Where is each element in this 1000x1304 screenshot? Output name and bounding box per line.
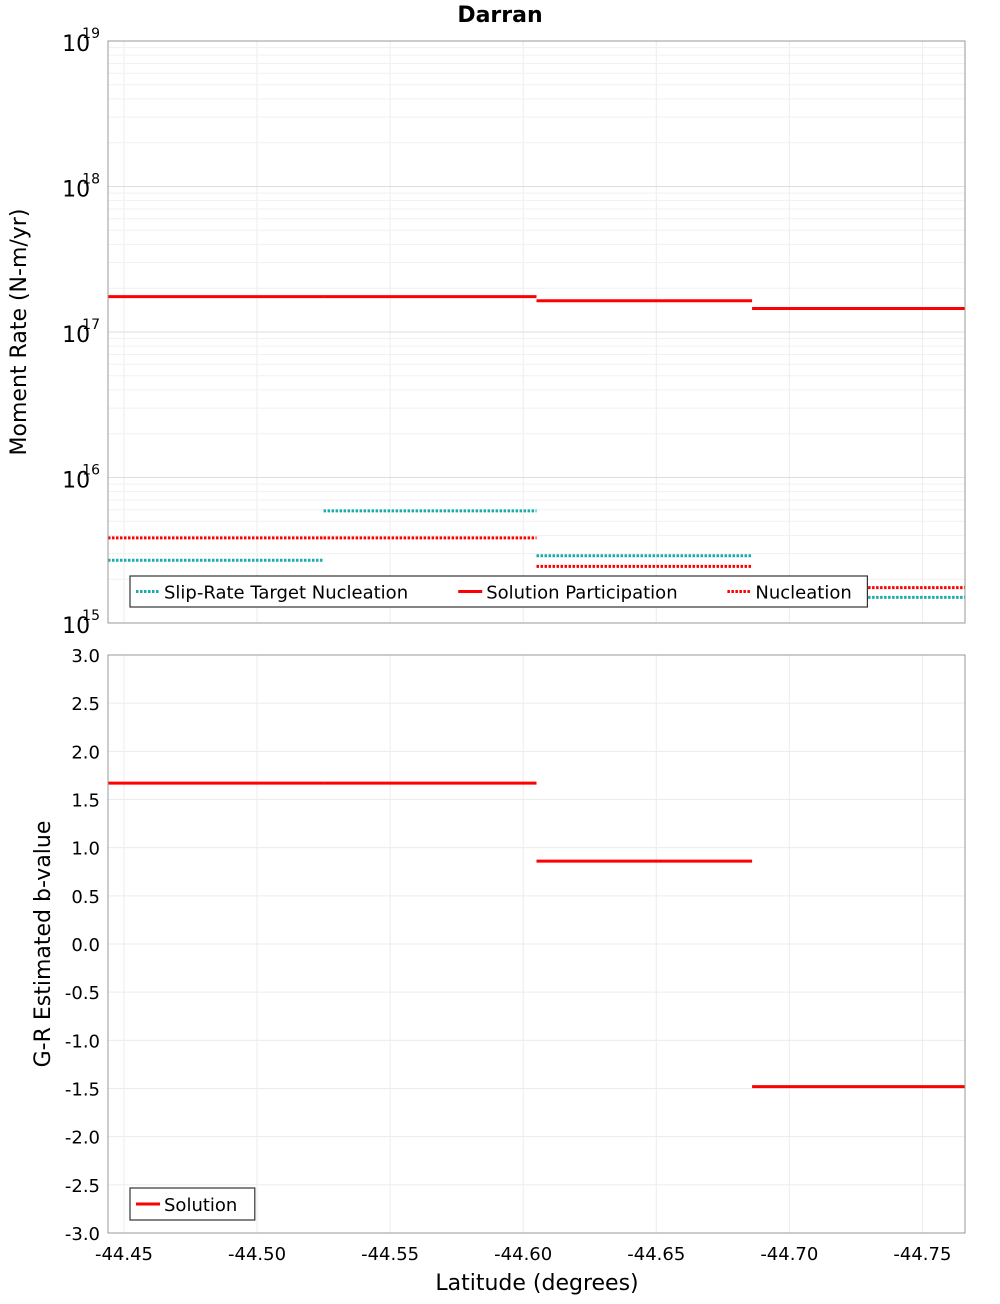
top-plot-frame — [107, 40, 966, 624]
chart-title: Darran — [457, 3, 542, 28]
bottom-plot-frame — [107, 654, 966, 1234]
x-tick-label: -44.75 — [893, 1244, 951, 1265]
x-axis-label: Latitude (degrees) — [435, 1271, 638, 1296]
top-y-tick-label: 1018 — [62, 172, 100, 203]
bottom-y-tick-label: 2.5 — [71, 694, 100, 715]
top-legend-label-slip-rate-target-nucleation: Slip-Rate Target Nucleation — [164, 583, 408, 604]
x-tick-label: -44.60 — [494, 1244, 552, 1265]
bottom-y-tick-label: -2.5 — [65, 1176, 100, 1197]
bottom-y-tick-label: -1.5 — [65, 1080, 100, 1101]
bottom-y-tick-label: -3.0 — [65, 1224, 100, 1245]
bottom-y-axis-label: G-R Estimated b-value — [31, 821, 56, 1068]
bottom-y-tick-label: 1.0 — [71, 839, 100, 860]
top-y-tick-label: 1017 — [62, 317, 100, 348]
x-tick-label: -44.45 — [95, 1244, 153, 1265]
bottom-y-tick-label: -0.5 — [65, 983, 100, 1004]
top-y-tick-label: 1015 — [62, 608, 100, 639]
bottom-y-tick-label: 3.0 — [71, 646, 100, 667]
top-y-tick-label: 1016 — [62, 463, 100, 494]
bottom-y-tick-label: 0.0 — [71, 935, 100, 956]
top-legend-label-solution-participation: Solution Participation — [486, 583, 677, 604]
bottom-y-tick-label: 0.5 — [71, 887, 100, 908]
top-legend-label-nucleation: Nucleation — [755, 583, 851, 604]
x-tick-label: -44.70 — [760, 1244, 818, 1265]
x-tick-label: -44.65 — [627, 1244, 685, 1265]
bottom-y-tick-label: 2.0 — [71, 742, 100, 763]
x-tick-label: -44.55 — [361, 1244, 419, 1265]
top-y-axis-label: Moment Rate (N-m/yr) — [7, 209, 32, 456]
top-y-tick-label: 1019 — [62, 26, 100, 57]
bottom-y-tick-label: -2.0 — [65, 1128, 100, 1149]
x-tick-label: -44.50 — [228, 1244, 286, 1265]
bottom-legend-label-solution: Solution — [164, 1195, 237, 1216]
bottom-y-tick-label: -1.0 — [65, 1031, 100, 1052]
bottom-y-tick-label: 1.5 — [71, 791, 100, 812]
